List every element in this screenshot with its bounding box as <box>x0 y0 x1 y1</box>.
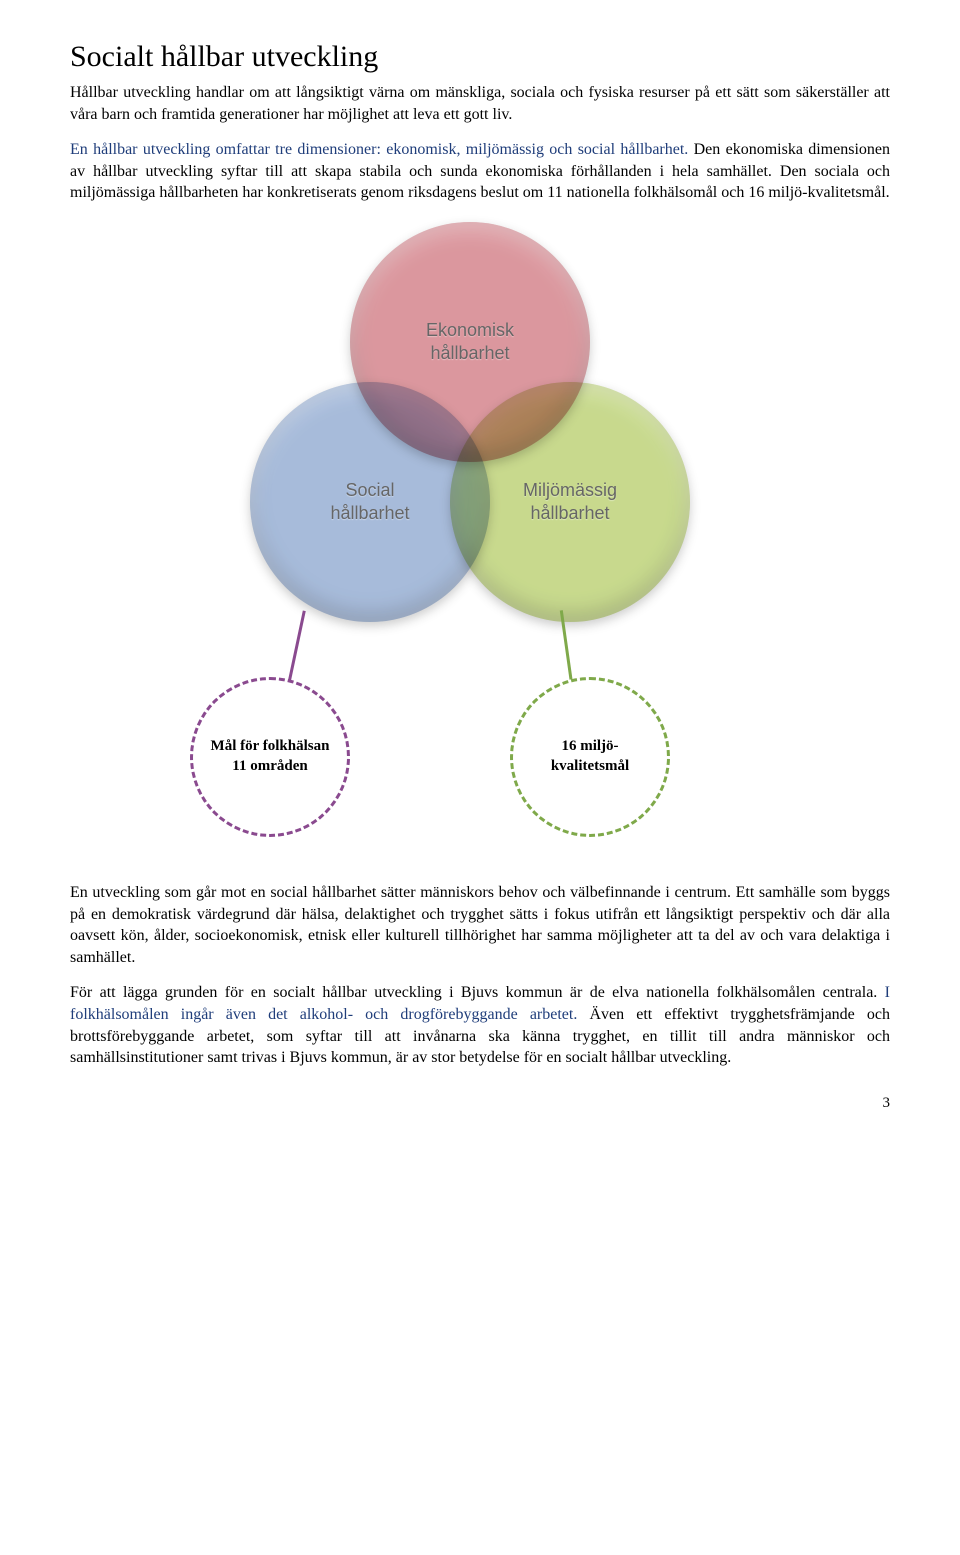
goal-label-folkhalsa: Mål för folkhälsan 11 områden <box>193 737 347 776</box>
paragraph-4-part1: För att lägga grunden för en socialt hål… <box>70 984 885 1001</box>
paragraph-2: En hållbar utveckling omfattar tre dimen… <box>70 139 890 204</box>
goal-circle-miljo: 16 miljö-kvalitetsmål <box>510 677 670 837</box>
paragraph-4: För att lägga grunden för en socialt hål… <box>70 982 890 1068</box>
goal-label-miljo: 16 miljö-kvalitetsmål <box>513 737 667 776</box>
venn-label-economic: Ekonomiskhållbarhet <box>426 319 514 364</box>
intro-paragraph: Hållbar utveckling handlar om att långsi… <box>70 82 890 125</box>
venn-label-environmental: Miljömässighållbarhet <box>523 479 617 524</box>
page-title: Socialt hållbar utveckling <box>70 40 890 74</box>
sustainability-diagram: Ekonomiskhållbarhet Socialhållbarhet Mil… <box>70 222 890 842</box>
paragraph-3: En utveckling som går mot en social håll… <box>70 882 890 968</box>
goal-circle-folkhalsa: Mål för folkhälsan 11 områden <box>190 677 350 837</box>
blue-text-1: En hållbar utveckling omfattar tre dimen… <box>70 141 688 158</box>
venn-diagram: Ekonomiskhållbarhet Socialhållbarhet Mil… <box>230 222 710 652</box>
venn-circle-environmental: Miljömässighållbarhet <box>450 382 690 622</box>
venn-label-social: Socialhållbarhet <box>330 479 409 524</box>
page-number: 3 <box>70 1095 890 1112</box>
